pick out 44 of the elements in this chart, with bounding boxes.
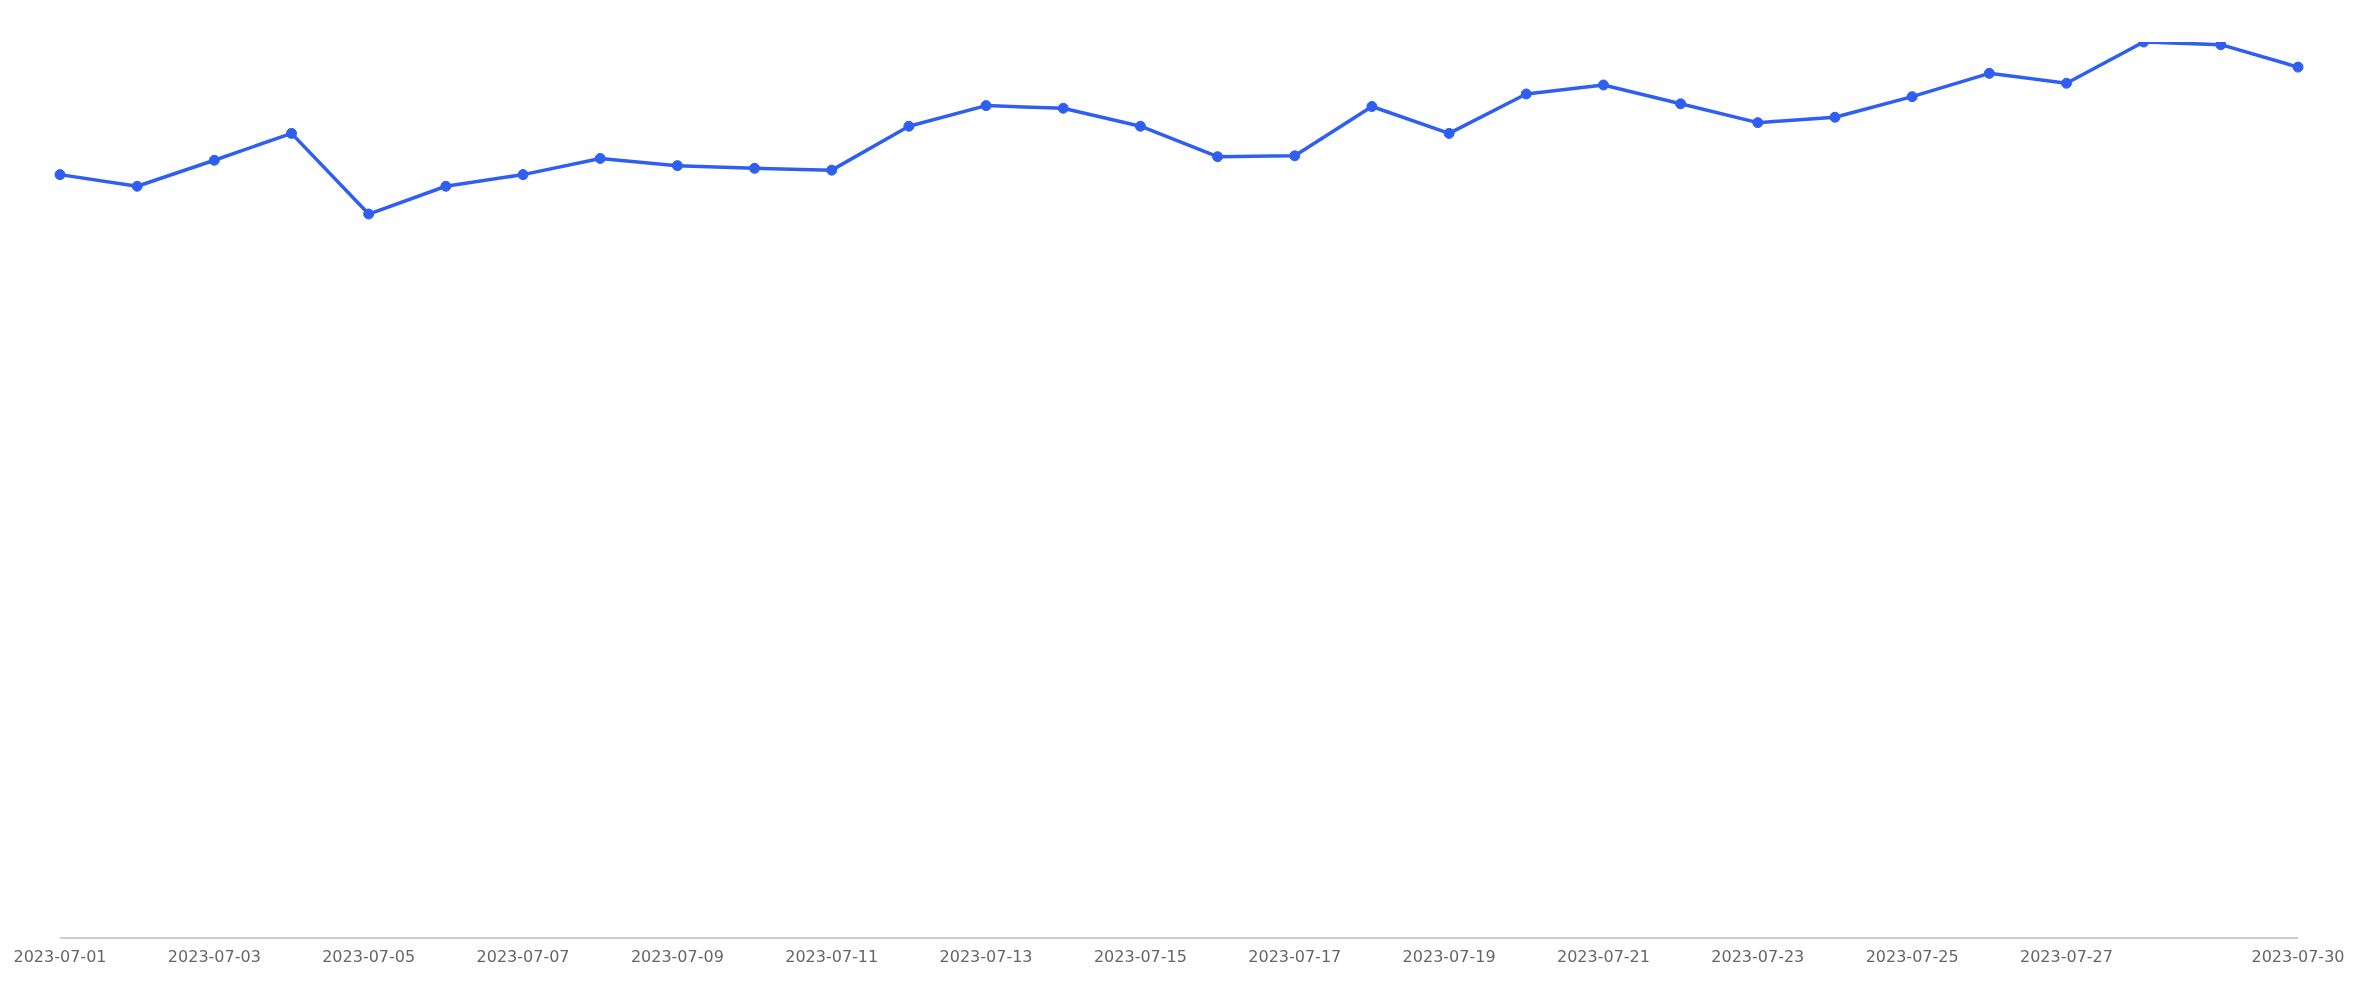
- point: [1520, 88, 1532, 100]
- point: [1752, 117, 1764, 129]
- point: [54, 169, 66, 181]
- point: [1675, 98, 1687, 110]
- point: [1906, 91, 1918, 103]
- point: [363, 208, 375, 220]
- x-tick-label: 2023-07-05: [322, 947, 416, 966]
- point: [440, 180, 452, 192]
- x-tick-label: 2023-07-30: [2251, 947, 2345, 966]
- point: [671, 160, 683, 172]
- point: [2060, 77, 2072, 89]
- point: [749, 162, 761, 174]
- point: [2292, 61, 2304, 73]
- point: [2215, 42, 2227, 51]
- x-tick-label: 2023-07-21: [1556, 947, 1650, 966]
- point: [1597, 79, 1609, 91]
- point: [1057, 102, 1069, 114]
- x-tick-label: 2023-07-23: [1711, 947, 1805, 966]
- point: [826, 164, 838, 176]
- x-tick-label: 2023-07-11: [785, 947, 879, 966]
- x-tick-label: 2023-07-13: [939, 947, 1033, 966]
- x-tick-label: 2023-07-15: [1093, 947, 1187, 966]
- x-tick-label: 2023-07-17: [1248, 947, 1342, 966]
- point: [980, 100, 992, 112]
- x-tick-label: 2023-07-25: [1865, 947, 1959, 966]
- point: [903, 120, 915, 132]
- x-tick-label: 2023-07-03: [167, 947, 261, 966]
- point: [594, 152, 606, 164]
- x-tick-label: 2023-07-07: [476, 947, 570, 966]
- point: [1366, 101, 1378, 113]
- point: [131, 180, 143, 192]
- x-tick-label: 2023-07-01: [13, 947, 107, 966]
- point: [1289, 150, 1301, 162]
- point: [1212, 151, 1224, 163]
- point: [1983, 67, 1995, 79]
- x-tick-label: 2023-07-09: [630, 947, 724, 966]
- point: [1134, 120, 1146, 132]
- point: [208, 154, 220, 166]
- x-tick-label: 2023-07-19: [1402, 947, 1496, 966]
- point: [1443, 127, 1455, 139]
- x-tick-label: 2023-07-27: [2019, 947, 2113, 966]
- point: [286, 127, 298, 139]
- point: [517, 169, 529, 181]
- point: [1829, 111, 1841, 123]
